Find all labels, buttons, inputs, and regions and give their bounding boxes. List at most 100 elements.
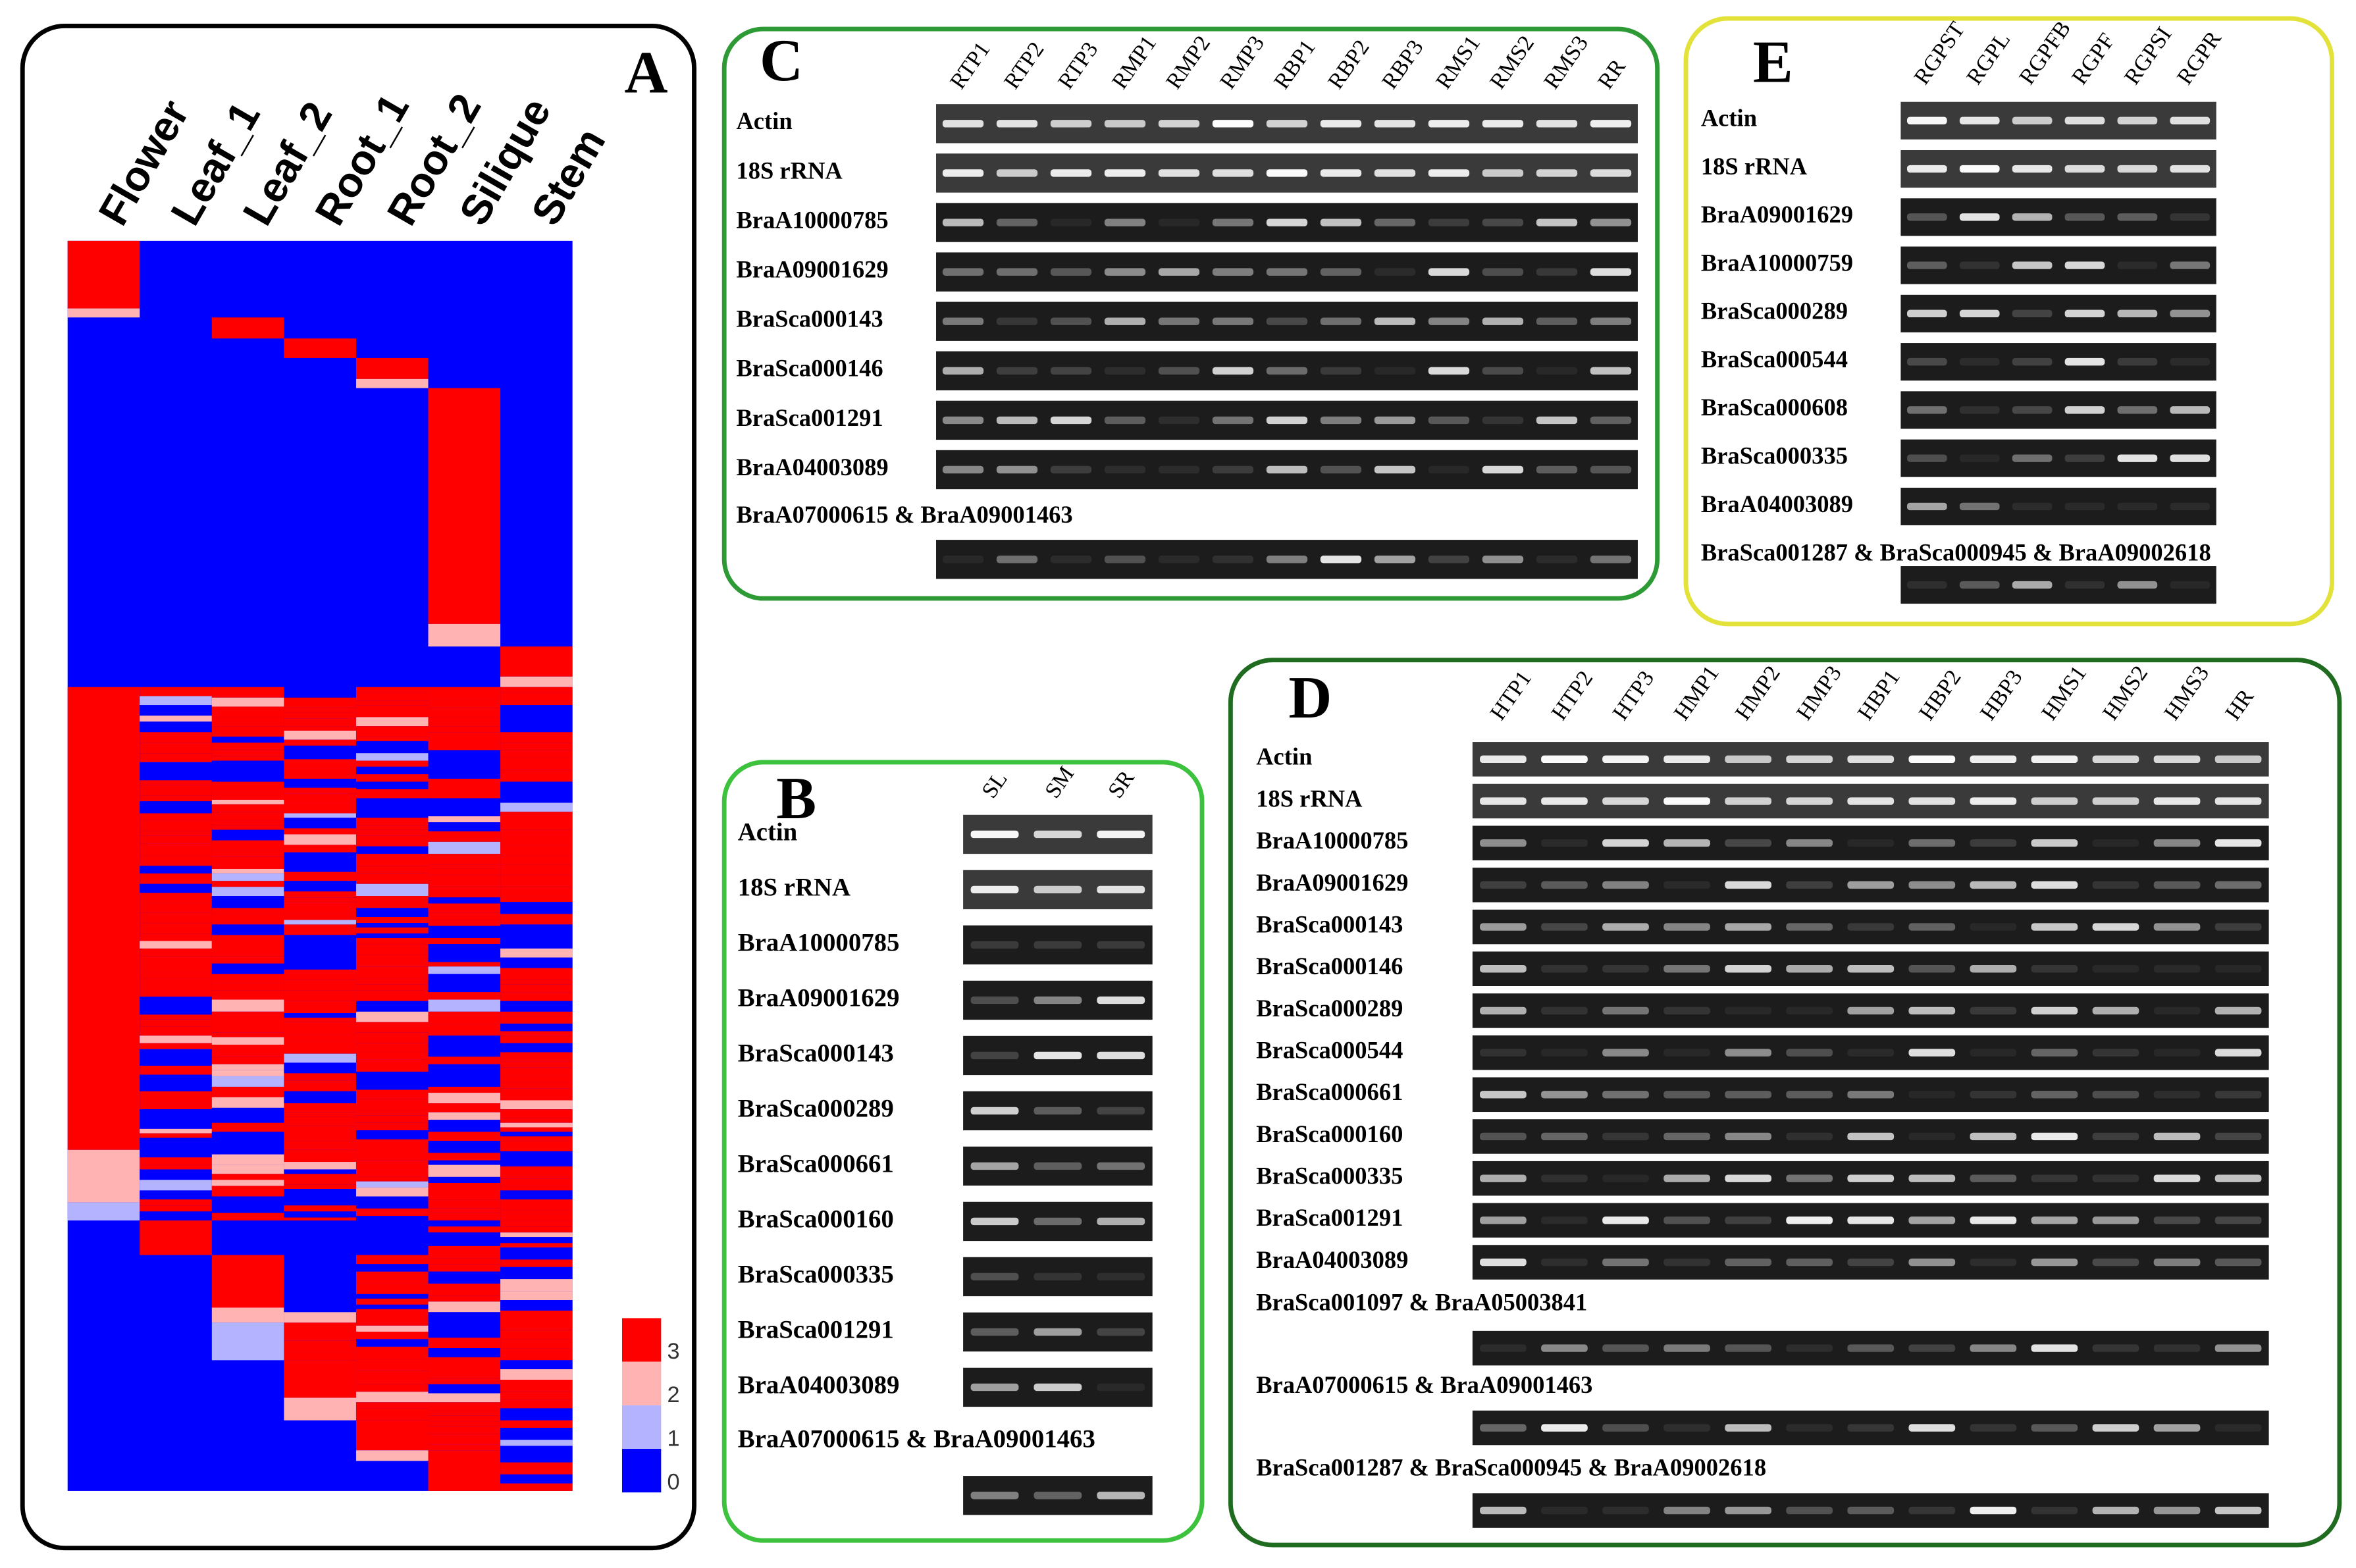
gel-band bbox=[2117, 261, 2158, 269]
heatmap-cell bbox=[355, 1283, 429, 1294]
heatmap-cell bbox=[211, 820, 284, 825]
gel-band bbox=[1908, 1006, 1956, 1015]
heatmap-cell bbox=[284, 1034, 356, 1042]
gel-band bbox=[1104, 169, 1146, 177]
heatmap-cell bbox=[428, 962, 501, 967]
heatmap-cell bbox=[355, 1099, 429, 1111]
heatmap-cell bbox=[284, 730, 356, 740]
heatmap-cell bbox=[500, 1001, 573, 1006]
heatmap-cell bbox=[211, 956, 284, 964]
gel-band bbox=[2153, 1506, 2201, 1515]
gel-band bbox=[1034, 1107, 1082, 1115]
heatmap-cell bbox=[500, 793, 573, 803]
heatmap-cell bbox=[284, 813, 356, 818]
gel-band bbox=[2214, 881, 2262, 889]
gel-band bbox=[2170, 165, 2211, 173]
heatmap-cell bbox=[140, 831, 212, 836]
heatmap-cell bbox=[428, 1112, 501, 1120]
gel-band bbox=[1725, 923, 1771, 931]
gel-band bbox=[2012, 213, 2053, 221]
heatmap-cell bbox=[428, 1176, 501, 1184]
gel-band bbox=[1097, 996, 1145, 1005]
heatmap-cell bbox=[211, 1114, 284, 1123]
gel-band bbox=[1786, 1258, 1833, 1267]
heatmap-cell bbox=[428, 1086, 501, 1093]
gel-band bbox=[1266, 219, 1308, 226]
gel-band bbox=[1158, 416, 1200, 425]
gel-band bbox=[1970, 923, 2017, 931]
heatmap-cell bbox=[355, 1450, 429, 1461]
heatmap-cell bbox=[284, 793, 356, 803]
gel-band bbox=[1602, 1216, 1649, 1224]
gel-band bbox=[1104, 416, 1146, 425]
heatmap-cell bbox=[284, 864, 356, 872]
heatmap-cell bbox=[355, 1371, 429, 1380]
gene-label: 18S rRNA bbox=[1701, 153, 1808, 180]
gel-band bbox=[1320, 169, 1362, 177]
gel-band bbox=[1541, 1006, 1588, 1015]
gene-label: BraA10000759 bbox=[1701, 249, 1853, 276]
heatmap-cell bbox=[428, 789, 501, 798]
heatmap-cell bbox=[355, 1331, 429, 1340]
heatmap-cell bbox=[428, 875, 501, 887]
heatmap-cell bbox=[428, 1045, 501, 1057]
heatmap-cell bbox=[355, 1115, 429, 1123]
gel-band bbox=[1908, 1258, 1956, 1267]
heatmap-cell bbox=[500, 948, 573, 958]
heatmap-cell bbox=[211, 717, 284, 727]
gel-band bbox=[1602, 881, 1649, 889]
gel-band bbox=[2031, 881, 2078, 889]
gel-band bbox=[1970, 1506, 2017, 1515]
heatmap-cell bbox=[211, 799, 284, 804]
heatmap-cell bbox=[67, 687, 140, 1150]
heatmap-cell bbox=[140, 1014, 212, 1020]
heatmap-cell bbox=[428, 841, 501, 854]
gel-band bbox=[1847, 1049, 1895, 1057]
heatmap-cell bbox=[355, 1325, 429, 1332]
heatmap-cell bbox=[284, 990, 356, 1001]
gel-band bbox=[1541, 1049, 1588, 1057]
gel-band bbox=[1480, 1258, 1527, 1267]
heatmap-cell bbox=[284, 891, 356, 898]
heatmap-cell bbox=[284, 1141, 356, 1145]
gel-band bbox=[2092, 1049, 2139, 1057]
heatmap-cell bbox=[211, 687, 284, 698]
gel-band bbox=[2170, 261, 2211, 269]
heatmap-cell bbox=[211, 772, 284, 782]
heatmap-cell bbox=[428, 1264, 501, 1272]
gel-band bbox=[1097, 1272, 1145, 1281]
gel-band bbox=[1602, 965, 1649, 973]
gel-band bbox=[1970, 839, 2017, 847]
heatmap-cell bbox=[355, 944, 429, 955]
gel-band bbox=[2064, 261, 2105, 269]
heatmap-cell bbox=[428, 944, 501, 955]
gel-band bbox=[1725, 1506, 1771, 1515]
gel-band bbox=[2064, 357, 2105, 366]
heatmap-cell bbox=[67, 308, 140, 318]
gel-band bbox=[1725, 755, 1771, 764]
heatmap-cell bbox=[500, 1220, 573, 1227]
gel-band bbox=[1959, 357, 2000, 366]
gel-band bbox=[1602, 1091, 1649, 1099]
gel-band bbox=[1541, 755, 1588, 764]
gel-band bbox=[1158, 317, 1200, 325]
gel-band bbox=[1590, 169, 1632, 177]
gene-label: Actin bbox=[1256, 743, 1312, 770]
heatmap-cell bbox=[211, 1032, 284, 1037]
legend-swatch bbox=[621, 1405, 662, 1450]
gel-band bbox=[2012, 581, 2053, 589]
gel-band bbox=[1959, 406, 2000, 414]
heatmap-cell bbox=[500, 1360, 573, 1370]
heatmap-cell bbox=[500, 1226, 573, 1233]
gel-band bbox=[2092, 1174, 2139, 1182]
heatmap-cell bbox=[284, 881, 356, 892]
heatmap-cell bbox=[428, 1450, 501, 1491]
heatmap-cell bbox=[211, 737, 284, 743]
gel-band bbox=[2153, 965, 2201, 973]
gel-band bbox=[1034, 996, 1082, 1005]
heatmap-cell bbox=[428, 1366, 501, 1378]
heatmap-cell bbox=[140, 1145, 212, 1152]
heatmap-cell bbox=[140, 1137, 212, 1145]
heatmap-cell bbox=[500, 1035, 573, 1043]
gel-band bbox=[1725, 1049, 1771, 1057]
